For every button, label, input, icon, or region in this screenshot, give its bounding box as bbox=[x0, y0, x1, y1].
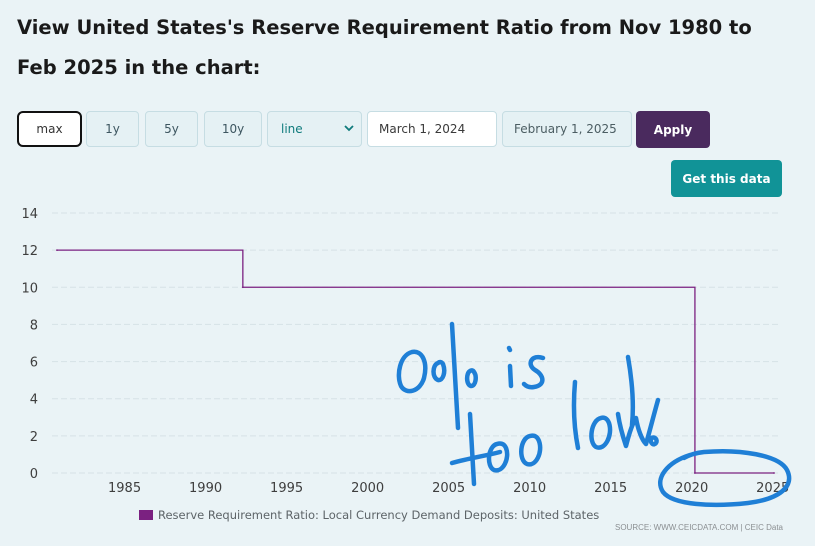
y-tick-label: 14 bbox=[21, 207, 38, 222]
data-point bbox=[773, 472, 775, 474]
source-credit: SOURCE: WWW.CEICDATA.COM | CEIC Data bbox=[614, 523, 783, 532]
x-tick-label: 2000 bbox=[351, 481, 384, 496]
legend-label: Reserve Requirement Ratio: Local Currenc… bbox=[158, 508, 600, 522]
x-tick-label: 1995 bbox=[270, 481, 303, 496]
line-chart: 0 2 4 6 8 10 12 14 1985 1990 1995 2000 2005 2010 2015… bbox=[21, 207, 789, 496]
x-tick-label: 2015 bbox=[594, 481, 627, 496]
chart-type-select[interactable]: line bbox=[267, 111, 362, 147]
start-date-input[interactable]: March 1, 2024 bbox=[367, 111, 497, 147]
data-point bbox=[56, 249, 58, 252]
chart-type-value: line bbox=[281, 122, 303, 136]
x-axis-ticks: 1985 1990 1995 2000 2005 2010 2015 2020 2025 bbox=[108, 481, 789, 496]
range-1y-button[interactable]: 1y bbox=[86, 111, 139, 147]
x-tick-label: 2010 bbox=[513, 481, 546, 496]
page-title: View United States's Reserve Requirement… bbox=[17, 16, 752, 79]
x-tick-label: 1990 bbox=[189, 481, 222, 496]
chart-grid bbox=[52, 212, 778, 474]
y-tick-label: 0 bbox=[30, 467, 38, 482]
range-5y-button[interactable]: 5y bbox=[145, 111, 198, 147]
y-tick-label: 8 bbox=[30, 318, 38, 333]
y-tick-label: 4 bbox=[30, 393, 38, 408]
range-10y-button[interactable]: 10y bbox=[204, 111, 262, 147]
get-this-data-button[interactable]: Get this data bbox=[671, 160, 782, 197]
range-max-button[interactable]: max bbox=[17, 111, 82, 147]
data-point bbox=[694, 472, 696, 474]
x-tick-label: 2025 bbox=[756, 481, 789, 496]
chart-legend[interactable]: Reserve Requirement Ratio: Local Currenc… bbox=[139, 506, 599, 524]
x-tick-label: 1985 bbox=[108, 481, 141, 496]
y-tick-label: 2 bbox=[30, 430, 38, 445]
end-date-input[interactable]: February 1, 2025 bbox=[502, 111, 632, 147]
legend-swatch bbox=[139, 510, 153, 520]
x-tick-label: 2005 bbox=[432, 481, 465, 496]
apply-button[interactable]: Apply bbox=[636, 111, 710, 148]
y-tick-label: 10 bbox=[21, 281, 38, 296]
y-tick-label: 12 bbox=[21, 244, 38, 259]
data-point bbox=[241, 286, 244, 289]
chevron-down-icon bbox=[344, 125, 354, 132]
x-tick-label: 2020 bbox=[675, 481, 708, 496]
y-tick-label: 6 bbox=[30, 356, 38, 371]
y-axis-ticks: 0 2 4 6 8 10 12 14 bbox=[21, 207, 38, 482]
